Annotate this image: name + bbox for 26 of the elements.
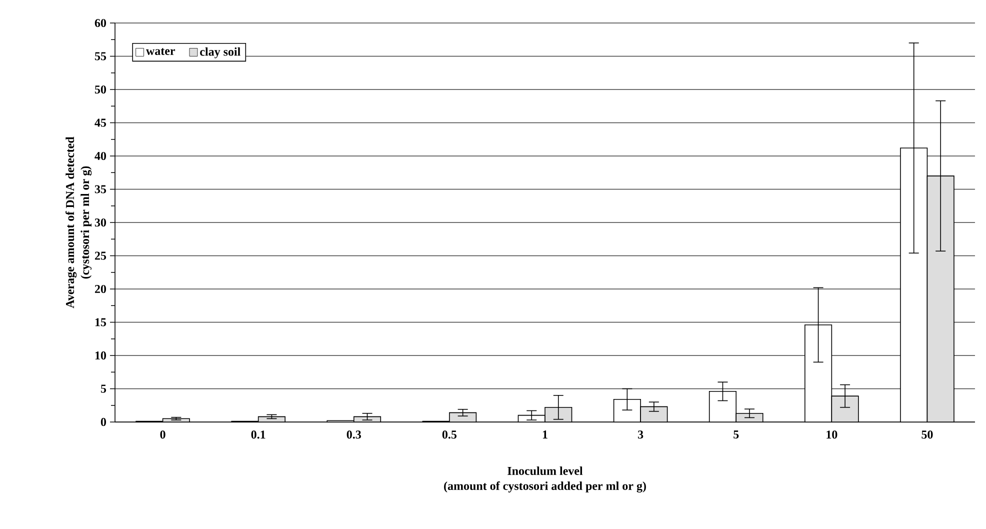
x-tick-label: 0.3	[346, 430, 361, 439]
y-tick-label: 60	[94, 18, 106, 28]
y-tick-label: 5	[100, 384, 106, 393]
x-tick-label: 0.1	[251, 430, 266, 439]
y-tick-label: 15	[95, 318, 106, 326]
y-axis-title: Average amount of DNA detected (cystosori per ml or g)	[66, 136, 92, 308]
y-tick-label: 55	[94, 52, 106, 60]
x-tick-label: 0	[160, 430, 166, 439]
y-tick-label: 10	[95, 351, 106, 360]
y-tick-label: 25	[94, 252, 106, 260]
x-tick-label: 3	[638, 430, 644, 439]
x-tick-label: 10	[826, 430, 838, 439]
x-tick-label: 1	[542, 430, 548, 438]
legend-label: clay soil	[200, 47, 240, 58]
legend-label: water	[146, 48, 176, 55]
x-tick-label: 0.5	[442, 430, 456, 439]
y-tick-label: 0	[100, 418, 106, 426]
x-tick-label: 50	[922, 430, 933, 439]
x-axis-title: Inoculum level (amount of cystosori added per ml or g)	[444, 466, 646, 493]
y-tick-label: 20	[94, 284, 106, 294]
x-tick-label: 5	[734, 430, 739, 438]
y-tick-label: 35	[94, 185, 106, 194]
y-tick-label: 50	[94, 85, 106, 94]
y-tick-label: 45	[94, 118, 106, 127]
y-tick-label: 40	[94, 152, 106, 160]
y-tick-label: 30	[94, 218, 106, 227]
